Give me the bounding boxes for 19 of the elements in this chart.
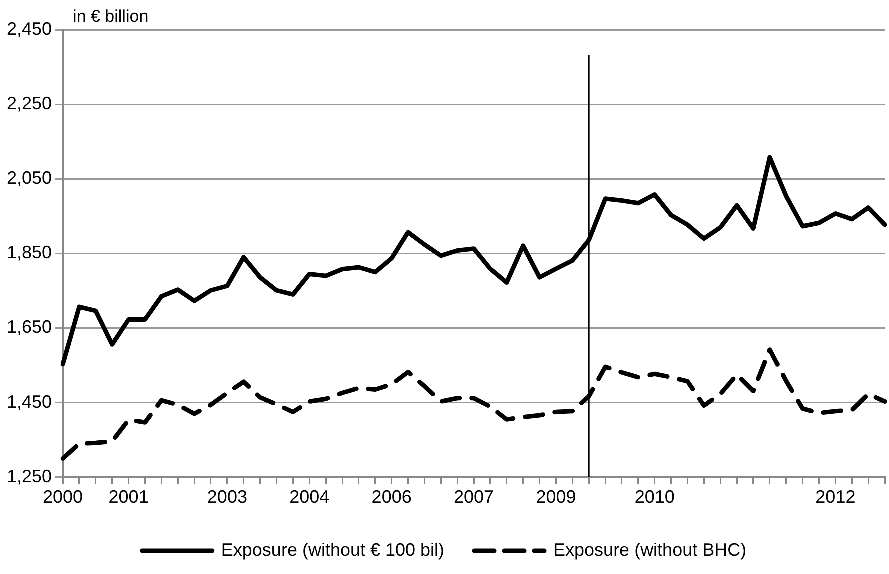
- x-tick-label: 2006: [372, 487, 412, 508]
- x-tick-label: 2007: [454, 487, 494, 508]
- y-tick-label: 2,450: [6, 18, 52, 39]
- y-tick-label: 2,050: [6, 168, 52, 188]
- x-tick-label: 2004: [290, 487, 330, 508]
- x-tick-label: 2001: [108, 487, 149, 508]
- x-tick-label: 2000: [43, 487, 84, 508]
- x-tick-label: 2003: [207, 487, 248, 508]
- y-tick-label: 1,850: [6, 242, 52, 263]
- y-tick-label: 1,650: [6, 317, 52, 338]
- y-tick-label: 2,250: [6, 94, 52, 114]
- x-tick-label: 2010: [634, 487, 675, 508]
- x-tick-label: 2012: [816, 487, 856, 508]
- y-axis-title: in € billion: [73, 7, 149, 26]
- y-tick-label: 1,450: [6, 392, 52, 412]
- legend-label: Exposure (without BHC): [554, 540, 747, 560]
- y-tick-label: 1,250: [6, 466, 52, 486]
- x-tick-label: 2009: [536, 487, 576, 508]
- legend-label: Exposure (without € 100 bil): [221, 540, 445, 560]
